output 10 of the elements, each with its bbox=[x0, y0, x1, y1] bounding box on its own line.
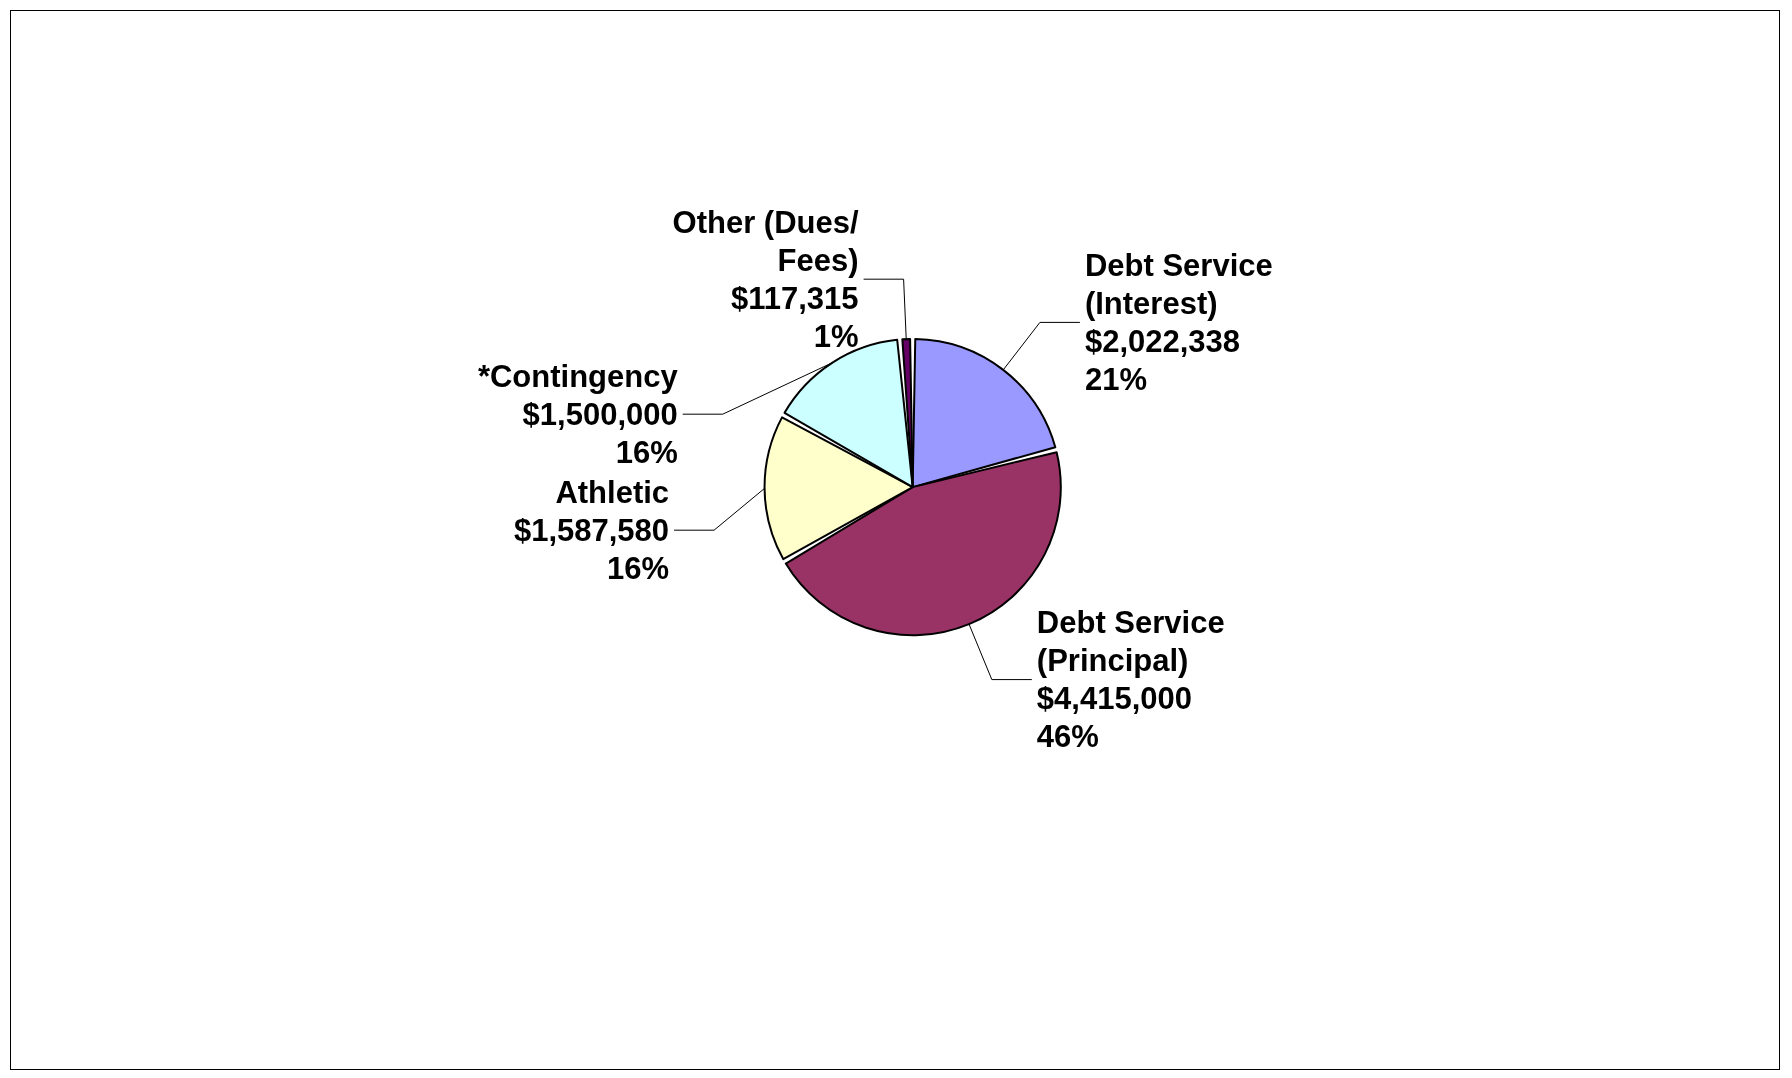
slice-label: Other (Dues/Fees) bbox=[672, 204, 859, 278]
slice-label: Debt Service (Principal) bbox=[1036, 605, 1234, 679]
slice-label: Athletic bbox=[555, 474, 670, 510]
slice-label: *Contingency bbox=[477, 358, 679, 394]
data-label: $4,415,000 46% bbox=[1036, 681, 1192, 755]
data-label: $117,315 1% bbox=[731, 280, 859, 354]
data-label: $1,500,000 16% bbox=[522, 396, 678, 470]
slice-label: Debt Service (Interest) bbox=[1084, 247, 1282, 321]
data-label: $2,022,338 21% bbox=[1084, 323, 1241, 397]
data-label: $1,587,580 16% bbox=[513, 512, 670, 586]
